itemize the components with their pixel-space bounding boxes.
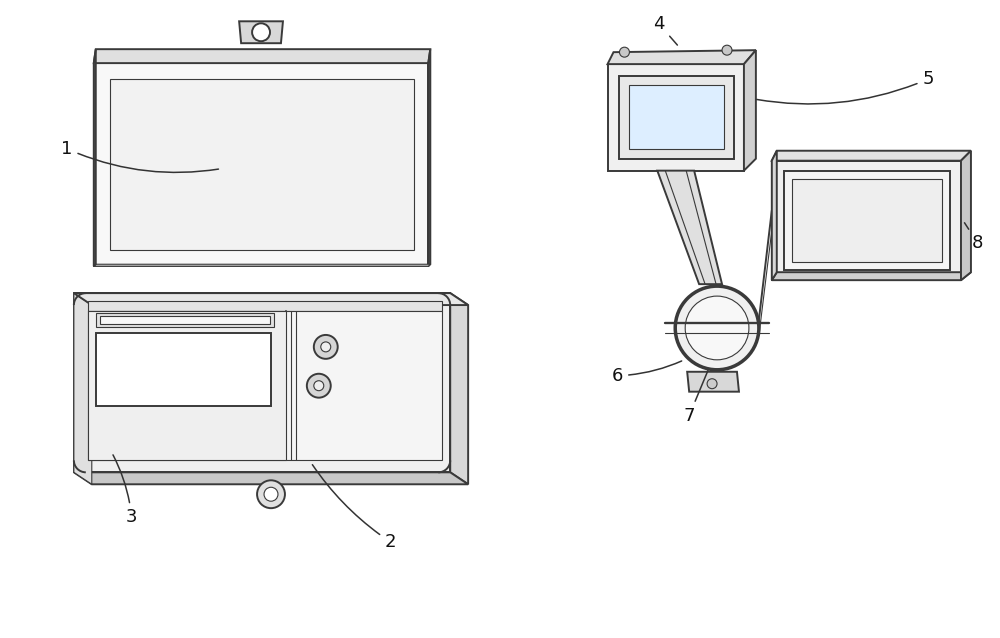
Circle shape [619,47,629,57]
Polygon shape [608,64,744,170]
Polygon shape [608,50,756,64]
Text: 6: 6 [612,361,682,385]
Polygon shape [450,293,468,484]
Text: 4: 4 [654,15,677,45]
Polygon shape [961,151,971,280]
Polygon shape [88,301,442,311]
Polygon shape [100,316,270,324]
Circle shape [264,487,278,501]
Circle shape [722,45,732,55]
Circle shape [685,296,749,360]
Text: 3: 3 [113,455,137,526]
Polygon shape [74,293,468,305]
Polygon shape [94,49,96,266]
Circle shape [314,335,338,359]
Polygon shape [784,170,950,271]
Circle shape [707,379,717,389]
Polygon shape [94,264,430,266]
Polygon shape [772,151,777,280]
Polygon shape [96,333,271,406]
Polygon shape [772,161,961,280]
Polygon shape [772,151,971,161]
Text: 2: 2 [312,464,396,551]
Circle shape [314,381,324,390]
Circle shape [675,286,759,370]
Text: 7: 7 [683,370,708,424]
Polygon shape [772,272,971,280]
Circle shape [321,342,331,352]
Polygon shape [619,76,734,159]
Polygon shape [629,85,724,149]
Polygon shape [110,79,414,250]
Text: 8: 8 [964,223,984,253]
Text: 5: 5 [757,70,934,104]
Circle shape [257,480,285,508]
Polygon shape [94,49,430,63]
Text: 1: 1 [61,140,218,172]
Polygon shape [657,170,722,284]
Polygon shape [239,21,283,43]
Polygon shape [88,311,286,461]
Circle shape [307,374,331,397]
Polygon shape [94,63,428,266]
Polygon shape [687,372,739,392]
Polygon shape [96,313,274,327]
Polygon shape [74,293,92,484]
Polygon shape [744,50,756,170]
Circle shape [252,24,270,41]
Polygon shape [428,49,430,266]
Polygon shape [74,472,468,484]
Polygon shape [792,179,942,262]
Polygon shape [88,311,442,461]
Polygon shape [74,293,450,472]
